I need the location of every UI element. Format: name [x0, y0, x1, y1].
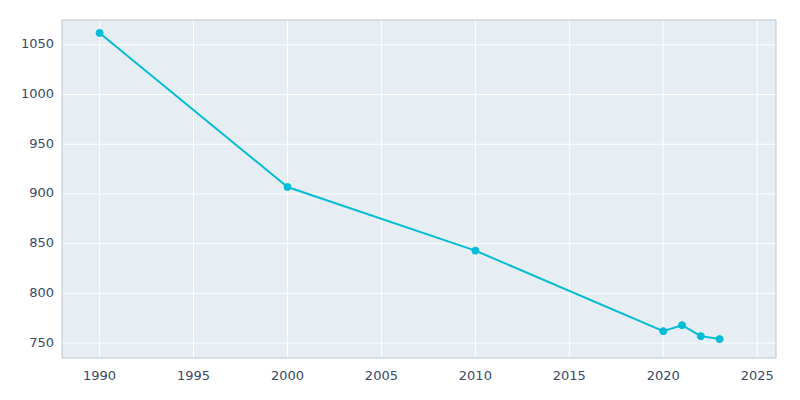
- x-tick-label: 1995: [177, 368, 210, 383]
- x-tick-label: 2005: [365, 368, 398, 383]
- y-grid-line: [62, 94, 776, 95]
- y-tick-label: 950: [29, 136, 54, 151]
- y-tick-label: 900: [29, 185, 54, 200]
- y-grid-line: [62, 193, 776, 194]
- x-grid-line: [475, 20, 476, 358]
- series: [96, 29, 723, 342]
- x-grid-line: [381, 20, 382, 358]
- y-tick-label: 800: [29, 285, 54, 300]
- x-tick-label: 2025: [741, 368, 774, 383]
- point: [716, 336, 723, 343]
- point: [679, 322, 686, 329]
- chart-container: 1990 1995 2000 2005 2010 2015 2020 2025 750 800 85…: [0, 0, 800, 400]
- x-tick-label: 1990: [83, 368, 116, 383]
- x-grid-line: [757, 20, 758, 358]
- y-tick-label: 750: [29, 335, 54, 350]
- point: [284, 184, 291, 191]
- y-grid-line: [62, 44, 776, 45]
- y-tick-label: 1000: [21, 86, 54, 101]
- chart: 1990 1995 2000 2005 2010 2015 2020 2025 750 800 85…: [0, 0, 800, 400]
- x-grid-line: [99, 20, 100, 358]
- y-tick-label: 850: [29, 235, 54, 250]
- plot-background: [62, 20, 776, 358]
- plot-frame: [62, 20, 776, 358]
- x-tick-label: 2015: [553, 368, 586, 383]
- point: [660, 328, 667, 335]
- x-tick-label: 2020: [647, 368, 680, 383]
- y-grid-line: [62, 293, 776, 294]
- line: [100, 33, 720, 339]
- x-grid-line: [569, 20, 570, 358]
- y-grid-line: [62, 343, 776, 344]
- x-grid-line: [193, 20, 194, 358]
- x-grid-line: [663, 20, 664, 358]
- x-tick-label: 2000: [271, 368, 304, 383]
- point: [697, 333, 704, 340]
- grid: [62, 20, 776, 358]
- point: [472, 247, 479, 254]
- y-grid-line: [62, 243, 776, 244]
- x-tick-label: 2010: [459, 368, 492, 383]
- point: [96, 29, 103, 36]
- y-tick-label: 1050: [21, 36, 54, 51]
- y-grid-line: [62, 144, 776, 145]
